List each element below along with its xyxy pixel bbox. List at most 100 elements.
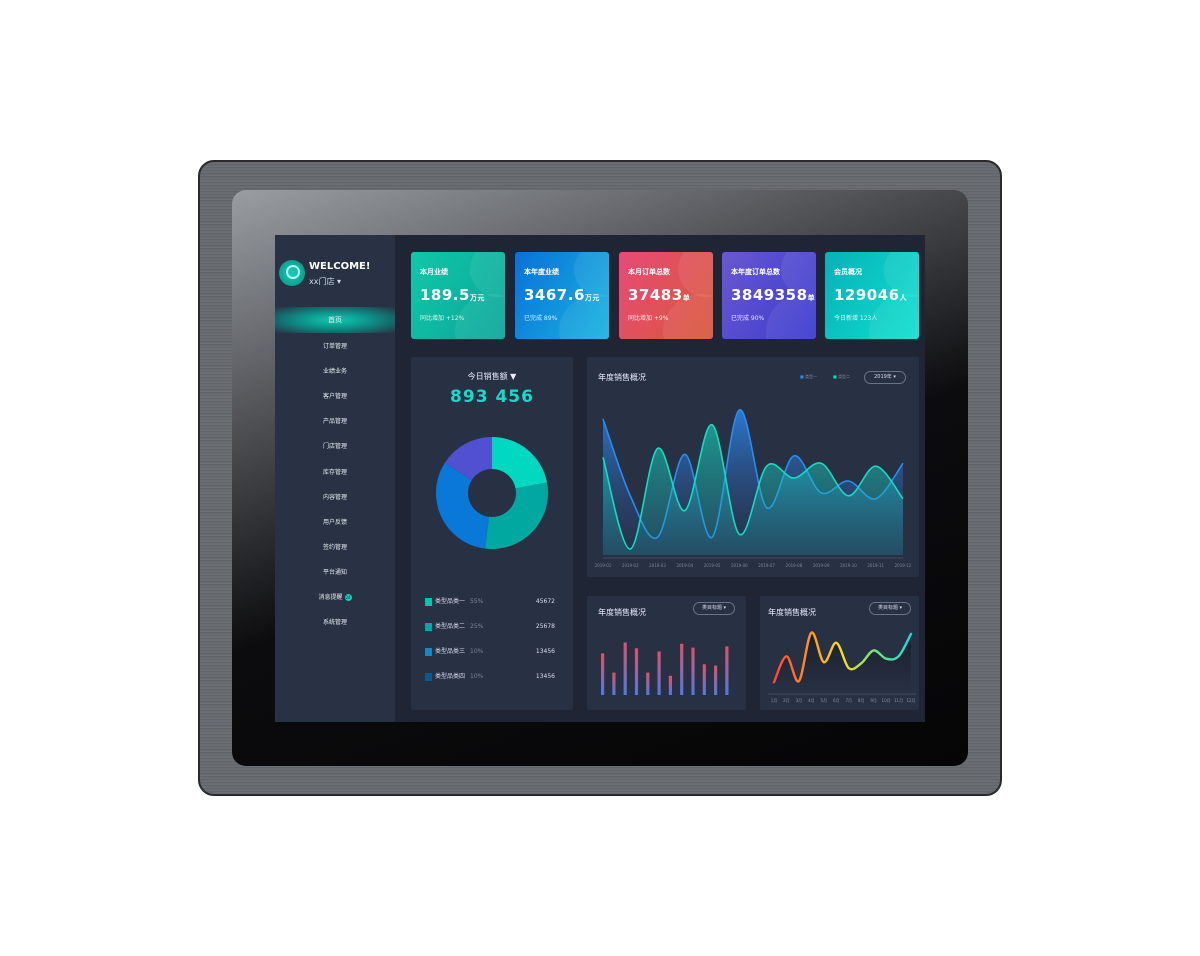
category-dropdown[interactable]: 类目标题 ▾ [693,602,735,615]
card-subtext: 同比增加 +9% [628,315,669,322]
x-tick-label: 8月 [858,698,865,703]
card-value: 189.5万元 [420,286,485,304]
welcome-text: WELCOME! [309,261,371,272]
panel-title: 年度销售概况 [598,608,646,617]
card-title: 本月订单总数 [628,268,670,276]
legend-count: 45672 [535,598,555,605]
stat-card[interactable]: 会员概况 129046人 今日新增 123人 [825,252,919,339]
category-dropdown[interactable]: 类目标题 ▾ [869,602,911,615]
legend-count: 13456 [535,648,555,655]
series-line [772,631,913,684]
sidebar-item-label: 平台通知 [322,568,347,576]
notification-badge: 24 [344,594,352,601]
bar[interactable] [714,665,718,695]
donut-slice[interactable] [444,437,492,481]
legend-percent: 25% [470,623,484,630]
sidebar-item-label: 签约管理 [322,543,347,551]
x-tick-label: 2019-12 [895,563,912,568]
card-value: 129046人 [834,286,908,304]
bar[interactable] [623,642,627,695]
x-tick-label: 3月 [796,698,803,703]
sidebar-item[interactable]: 用户反馈 [275,516,395,530]
legend-series-1: ■ 类型一 [800,374,818,379]
legend-name: 类型品类二 [435,623,466,630]
card-subtext: 今日新增 123人 [834,315,878,322]
area-chart: 2019-01 2019-02 2019-03 2019-04 2019-05 2019-… [595,409,912,568]
donut-slice[interactable] [492,437,548,489]
avatar-icon[interactable] [279,260,305,286]
sidebar-item-label: 业绩业务 [322,368,347,376]
sidebar-item[interactable]: 首页 [275,307,395,333]
sidebar-item[interactable]: 产品管理 [275,415,395,429]
legend-name: 类型品类三 [435,648,466,655]
stat-card[interactable]: 本年度订单总数 3849358单 已完成 90% [722,252,816,339]
sidebar-item[interactable]: 内容管理 [275,491,395,505]
sidebar-item-label: 首页 [328,316,342,324]
card-subtext: 同比增加 +12% [420,315,465,322]
x-tick-label: 10月 [882,698,891,703]
sidebar-item-label: 订单管理 [322,343,347,350]
card-title: 会员概况 [834,268,862,276]
bar[interactable] [725,646,729,695]
x-tick-label: 9月 [870,698,877,703]
x-tick-label: 2019-05 [704,563,721,568]
sidebar-item-label: 消息提醒 [318,594,343,601]
x-tick-label: 12月 [906,698,915,703]
sidebar-item[interactable]: 平台通知 [275,566,395,580]
sidebar-item[interactable]: 订单管理 [275,340,395,354]
bar-chart [601,642,729,695]
bar[interactable] [680,643,684,695]
legend-count: 13456 [535,673,555,680]
bar[interactable] [612,672,616,695]
sidebar-item[interactable]: 门店管理 [275,440,395,454]
x-tick-label: 1月 [771,698,778,703]
stat-card[interactable]: 本月业绩 189.5万元 同比增加 +12% [411,252,505,339]
sidebar-item-label: 产品管理 [322,418,347,426]
donut-slice[interactable] [484,482,548,549]
bar[interactable] [646,672,650,695]
year-dropdown[interactable]: 2019年 ▾ [864,371,906,384]
bar[interactable] [702,664,706,695]
stat-card[interactable]: 本年度业绩 3467.6万元 已完成 89% [515,252,609,339]
card-title: 本年度订单总数 [731,268,780,276]
sidebar-item[interactable]: 系统管理 [275,616,395,630]
legend-swatch [425,673,432,681]
legend-swatch [425,623,432,631]
x-tick-label: 2019-09 [813,563,830,568]
x-tick-label: 2019-06 [731,563,748,568]
sidebar-item[interactable]: 签约管理 [275,541,395,555]
legend-row: 类型品类一 55% 45672 [425,597,555,607]
sidebar-item[interactable]: 库存管理 [275,466,395,480]
donut-slice[interactable] [436,462,489,549]
legend-percent: 10% [470,673,484,680]
card-subtext: 已完成 90% [731,315,765,322]
sidebar-item[interactable]: 消息提醒 24 [275,591,395,605]
stat-card[interactable]: 本月订单总数 37483单 同比增加 +9% [619,252,713,339]
store-selector[interactable]: xx门店 ▾ [309,277,342,286]
today-sales-value: 893 456 [450,387,534,407]
sidebar-item-label: 内容管理 [322,493,347,501]
x-tick-label: 2019-03 [649,563,666,568]
line-fill [774,632,911,693]
x-tick-label: 2019-08 [786,563,803,568]
legend-swatch [425,648,432,656]
bar[interactable] [657,651,661,695]
bar[interactable] [691,647,695,695]
bar[interactable] [634,648,639,695]
bar[interactable] [601,653,605,695]
bar[interactable] [668,675,672,695]
panel-title: 年度销售概况 [768,608,816,617]
sidebar-item-label: 库存管理 [322,468,347,476]
sidebar-item[interactable]: 业绩业务 [275,365,395,379]
today-sales-dropdown[interactable]: 今日销售额 ▼ [467,372,517,381]
legend-row: 类型品类二 25% 25678 [425,622,555,632]
legend-row: 类型品类三 10% 13456 [425,647,555,657]
legend-row: 类型品类四 10% 13456 [425,672,555,682]
today-sales-panel: 今日销售额 ▼ 893 456 类型品类一 55% 45672 类型品类二 25% 256… [411,357,573,710]
annual-sales-panel: 年度销售概况 ■ 类型一 ■ 类型二 2019年 ▾ 2019-01 2019-0… [587,357,919,577]
sidebar-item[interactable]: 客户管理 [275,390,395,404]
x-tick-label: 2月 [783,698,790,703]
bar-panel: 年度销售概况 类目标题 ▾ [587,596,746,710]
x-tick-label: 11月 [894,698,903,703]
x-tick-label: 2019-04 [676,563,693,568]
